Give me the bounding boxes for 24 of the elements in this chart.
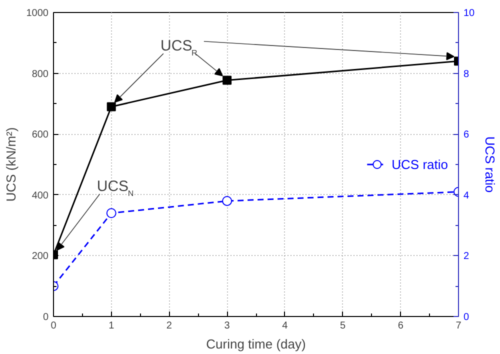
y2-axis-title: UCS ratio <box>482 136 498 193</box>
y2-tick-label: 2 <box>464 251 470 262</box>
y-axis-title: UCS (kN/m²) <box>3 127 18 202</box>
y-tick-label: 600 <box>32 130 49 141</box>
y-tick-label: 200 <box>32 251 49 262</box>
y2-tick-label: 6 <box>464 130 470 141</box>
x-tick-label: 0 <box>50 320 57 332</box>
y-tick-label: 0 <box>42 312 49 323</box>
y-tick-label: 400 <box>32 190 49 202</box>
x-axis-title: Curing time (day) <box>206 336 306 352</box>
y-tick-label: 1000 <box>26 8 49 19</box>
x-tick-label: 1 <box>108 320 115 332</box>
x-tick-label: 2 <box>166 320 172 332</box>
legend-label: UCS ratio <box>392 156 448 172</box>
y-tick-label: 800 <box>32 68 49 80</box>
y2-tick-label: 10 <box>464 8 476 19</box>
x-tick-label: 5 <box>340 320 346 332</box>
y2-tick-label: 4 <box>464 190 470 202</box>
x-tick-label: 3 <box>224 320 230 332</box>
y2-tick-label: 8 <box>464 68 470 80</box>
y2-tick-label: 0 <box>464 312 470 323</box>
x-tick-label: 7 <box>456 320 462 332</box>
x-tick-label: 6 <box>398 320 404 332</box>
x-tick-label: 4 <box>282 320 288 332</box>
